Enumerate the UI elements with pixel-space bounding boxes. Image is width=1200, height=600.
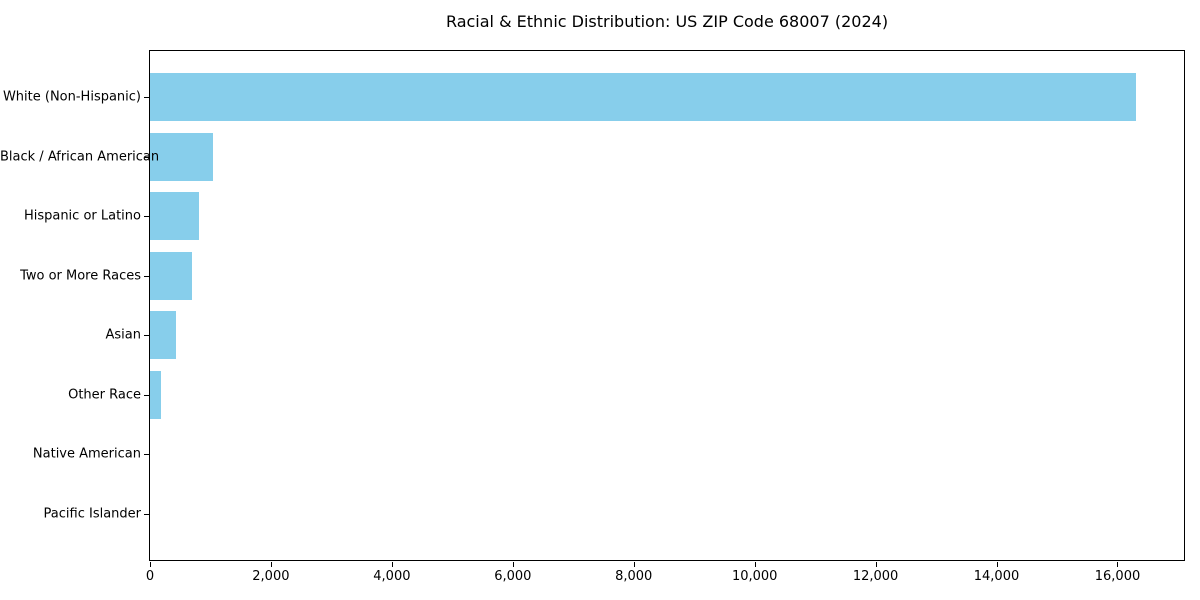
plot-area [149,50,1185,561]
y-tick-mark [144,97,149,98]
x-tick-label-8-000: 8,000 [615,569,653,584]
x-tick-label-12-000: 12,000 [852,569,899,584]
x-tick-label-6-000: 6,000 [494,569,532,584]
y-axis-label-pacific-islander: Pacific Islander [43,506,141,522]
bar-other-race [150,370,161,419]
y-tick-mark [144,514,149,515]
x-tick-label-14-000: 14,000 [973,569,1020,584]
y-tick-mark [144,157,149,158]
y-tick-mark [144,216,149,217]
bar-white-non-hispanic [150,73,1136,121]
y-tick-mark [144,395,149,396]
x-tick-mark [634,562,635,567]
y-tick-mark [144,335,149,336]
y-tick-mark [144,454,149,455]
x-tick-mark [997,562,998,567]
y-axis-label-native-american: Native American [32,446,141,462]
y-axis-label-white-non-hispanic: White (Non-Hispanic) [2,89,141,105]
x-tick-label-4-000: 4,000 [373,569,411,584]
y-tick-mark [144,276,149,277]
x-tick-mark [513,562,514,567]
bar-black-african-american [150,132,213,181]
x-tick-label-0: 0 [145,569,155,584]
x-tick-mark [150,562,151,567]
bar-two-or-more-races [150,251,192,300]
y-axis-label-black-african-american: Black / African American [0,149,160,165]
x-tick-mark [876,562,877,567]
x-tick-mark [755,562,756,567]
y-axis-label-hispanic-or-latino: Hispanic or Latino [23,208,141,224]
chart-title: Racial & Ethnic Distribution: US ZIP Cod… [445,12,889,31]
y-axis-label-two-or-more-races: Two or More Races [20,268,141,284]
bar-asian [150,311,176,360]
x-tick-label-16-000: 16,000 [1094,569,1141,584]
x-tick-label-2-000: 2,000 [252,569,290,584]
x-tick-mark [392,562,393,567]
x-tick-label-10-000: 10,000 [731,569,778,584]
y-axis-label-asian: Asian [105,327,141,343]
bar-hispanic-or-latino [150,192,200,241]
x-tick-mark [271,562,272,567]
x-tick-mark [1117,562,1118,567]
y-axis-label-other-race: Other Race [68,387,141,403]
